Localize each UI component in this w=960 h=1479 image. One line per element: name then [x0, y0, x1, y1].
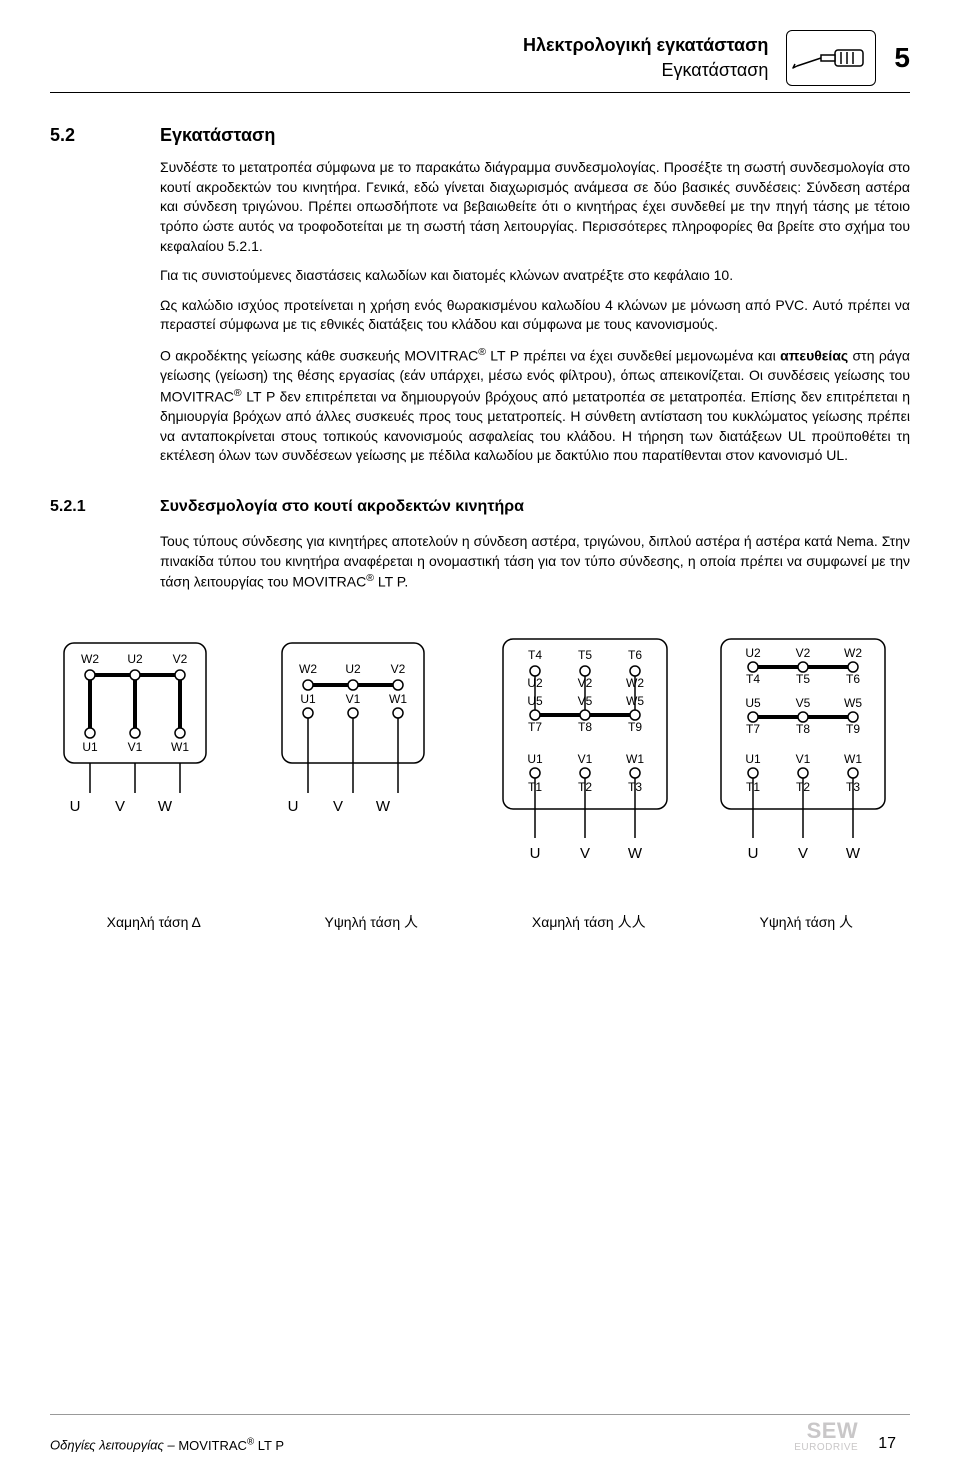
svg-text:V: V — [580, 845, 590, 862]
svg-text:U1: U1 — [745, 752, 761, 766]
svg-text:U5: U5 — [745, 696, 761, 710]
svg-text:U: U — [747, 845, 758, 862]
svg-text:U2: U2 — [745, 646, 761, 660]
svg-text:U1: U1 — [300, 692, 316, 706]
svg-text:T9: T9 — [628, 720, 642, 734]
sew-logo: SEW EURODRIVE — [794, 1421, 858, 1455]
diagram-star-high-9lead: U2 V2 W2 T4 T5 T6 U5 V5 W5 T7 T8 T9 — [703, 633, 911, 873]
header-subtitle: Εγκατάσταση — [523, 58, 768, 83]
header-titles: Ηλεκτρολογική εγκατάσταση Εγκατάσταση — [523, 33, 768, 83]
svg-text:T8: T8 — [795, 722, 809, 736]
svg-text:V2: V2 — [173, 652, 188, 666]
svg-text:T9: T9 — [845, 722, 859, 736]
section-heading: 5.2 Εγκατάσταση — [50, 123, 910, 148]
svg-text:T8: T8 — [578, 720, 592, 734]
svg-text:V1: V1 — [578, 752, 593, 766]
svg-text:U2: U2 — [345, 662, 361, 676]
caption-3: Χαμηλή τάση 人人 — [485, 913, 693, 933]
svg-text:V1: V1 — [128, 740, 143, 754]
svg-text:V2: V2 — [390, 662, 405, 676]
svg-text:T5: T5 — [795, 672, 809, 686]
subsection-intro: Τους τύπους σύνδεσης για κινητήρες αποτε… — [160, 532, 910, 592]
svg-text:U: U — [70, 798, 81, 815]
svg-text:T4: T4 — [528, 648, 542, 662]
caption-2: Υψηλή τάση 人 — [268, 913, 476, 933]
svg-text:W2: W2 — [81, 652, 99, 666]
svg-text:V: V — [797, 845, 807, 862]
para-3: Ως καλώδιο ισχύος προτείνεται η χρήση εν… — [160, 296, 910, 335]
caption-1: Χαμηλή τάση Δ — [50, 913, 258, 933]
svg-text:U2: U2 — [127, 652, 143, 666]
para-1: Συνδέστε το μετατροπέα σύμφωνα με το παρ… — [160, 158, 910, 256]
svg-text:U: U — [530, 845, 541, 862]
svg-text:V1: V1 — [795, 752, 810, 766]
svg-text:T4: T4 — [745, 672, 759, 686]
para-2: Για τις συνιστούμενες διαστάσεις καλωδίω… — [160, 266, 910, 286]
svg-text:T6: T6 — [845, 672, 859, 686]
section-title: Εγκατάσταση — [160, 123, 275, 148]
svg-text:W: W — [628, 845, 643, 862]
footer-doc-title: Οδηγίες λειτουργίας – MOVITRAC® LT P — [50, 1435, 284, 1455]
diagram-captions: Χαμηλή τάση Δ Υψηλή τάση 人 Χαμηλή τάση 人… — [50, 913, 910, 933]
svg-text:T5: T5 — [578, 648, 592, 662]
svg-text:V: V — [332, 798, 342, 815]
chapter-number: 5 — [894, 38, 910, 77]
subsection-title: Συνδεσμολογία στο κουτί ακροδεκτών κινητ… — [160, 496, 524, 518]
svg-text:W1: W1 — [844, 752, 862, 766]
svg-text:T6: T6 — [628, 648, 642, 662]
svg-text:W: W — [375, 798, 390, 815]
page-footer: Οδηγίες λειτουργίας – MOVITRAC® LT P SEW… — [50, 1414, 910, 1455]
svg-text:V2: V2 — [795, 646, 810, 660]
header-bar: Ηλεκτρολογική εγκατάσταση Εγκατάσταση 5 — [50, 30, 910, 93]
svg-text:U1: U1 — [82, 740, 98, 754]
svg-text:T7: T7 — [745, 722, 759, 736]
section-number: 5.2 — [50, 123, 160, 148]
svg-text:W1: W1 — [626, 752, 644, 766]
svg-text:W: W — [158, 798, 173, 815]
caption-4: Υψηλή τάση 人 — [703, 913, 911, 933]
subsection-heading: 5.2.1 Συνδεσμολογία στο κουτί ακροδεκτών… — [50, 496, 910, 518]
screwdriver-icon — [786, 30, 876, 86]
svg-text:W1: W1 — [389, 692, 407, 706]
diagram-star-high: W2 U2 V2 U1 V1 W1 U V W — [268, 633, 476, 873]
svg-text:U: U — [287, 798, 298, 815]
subsection-number: 5.2.1 — [50, 496, 160, 518]
wiring-diagrams: W2 U2 V2 U1 V1 W1 U V W — [50, 633, 910, 873]
svg-text:W1: W1 — [171, 740, 189, 754]
page-number: 17 — [878, 1433, 896, 1455]
svg-text:W5: W5 — [844, 696, 862, 710]
svg-text:U1: U1 — [527, 752, 543, 766]
svg-text:W: W — [845, 845, 860, 862]
svg-text:V1: V1 — [345, 692, 360, 706]
svg-text:V: V — [115, 798, 125, 815]
diagram-doublestar-low: T4 T5 T6 U2 V2 W2 U5 V5 W5 T7 T8 T9 — [485, 633, 693, 873]
header-title: Ηλεκτρολογική εγκατάσταση — [523, 33, 768, 58]
svg-text:T7: T7 — [528, 720, 542, 734]
diagram-delta-low: W2 U2 V2 U1 V1 W1 U V W — [50, 633, 258, 873]
svg-text:W2: W2 — [844, 646, 862, 660]
para-4: Ο ακροδέκτης γείωσης κάθε συσκευής MOVIT… — [160, 345, 910, 466]
svg-text:W2: W2 — [299, 662, 317, 676]
svg-text:V5: V5 — [795, 696, 810, 710]
